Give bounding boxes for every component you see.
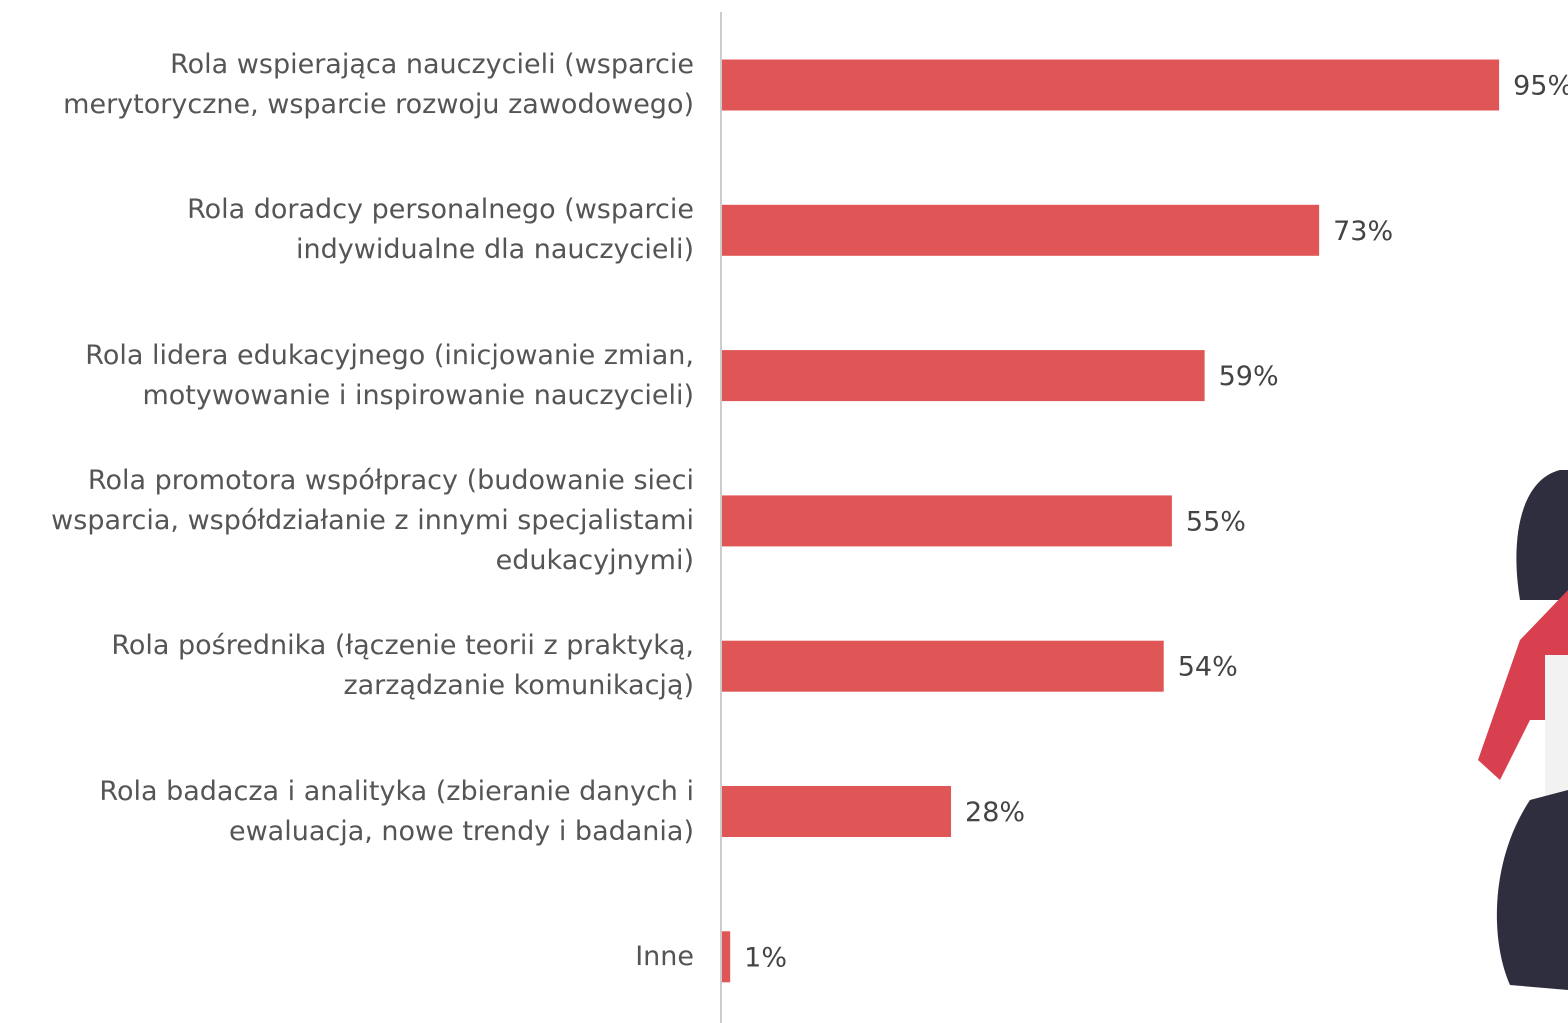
bar (722, 350, 1205, 402)
bar (722, 786, 952, 837)
bar (722, 495, 1172, 547)
category-text: Rola promotora współpracy (budowanie sie… (51, 464, 694, 576)
bar (722, 204, 1320, 256)
data-label: 54% (1178, 652, 1238, 683)
bar (722, 640, 1164, 692)
category-text: Rola wspierająca nauczycieli (wsparcie m… (63, 49, 694, 120)
data-label: 73% (1333, 216, 1393, 247)
data-label: 28% (965, 797, 1025, 828)
data-label: 55% (1186, 506, 1246, 537)
data-label: 59% (1219, 361, 1279, 392)
bar (722, 931, 731, 983)
data-label: 95% (1513, 71, 1568, 102)
category-text: Rola badacza i analityka (zbieranie dany… (99, 775, 694, 847)
category-text: Rola lidera edukacyjnego (inicjowanie zm… (85, 339, 694, 411)
category-label: Rola pośrednika (łączenie teorii z prakt… (8, 601, 694, 731)
category-text: Rola pośrednika (łączenie teorii z prakt… (111, 630, 694, 702)
category-label: Rola lidera edukacyjnego (inicjowanie zm… (8, 311, 694, 441)
category-text: Rola doradcy personalnego (wsparcie indy… (187, 194, 694, 266)
category-text: Inne (635, 940, 694, 972)
category-label: Rola badacza i analityka (zbieranie dany… (8, 747, 694, 877)
category-label: Inne (8, 892, 694, 1022)
category-label: Rola wspierająca nauczycieli (wsparcie m… (8, 20, 694, 150)
category-label: Rola doradcy personalnego (wsparcie indy… (8, 165, 694, 295)
bar (722, 59, 1500, 111)
category-label: Rola promotora współpracy (budowanie sie… (8, 456, 694, 586)
data-label: 1% (744, 942, 787, 973)
illustration (1478, 470, 1568, 990)
